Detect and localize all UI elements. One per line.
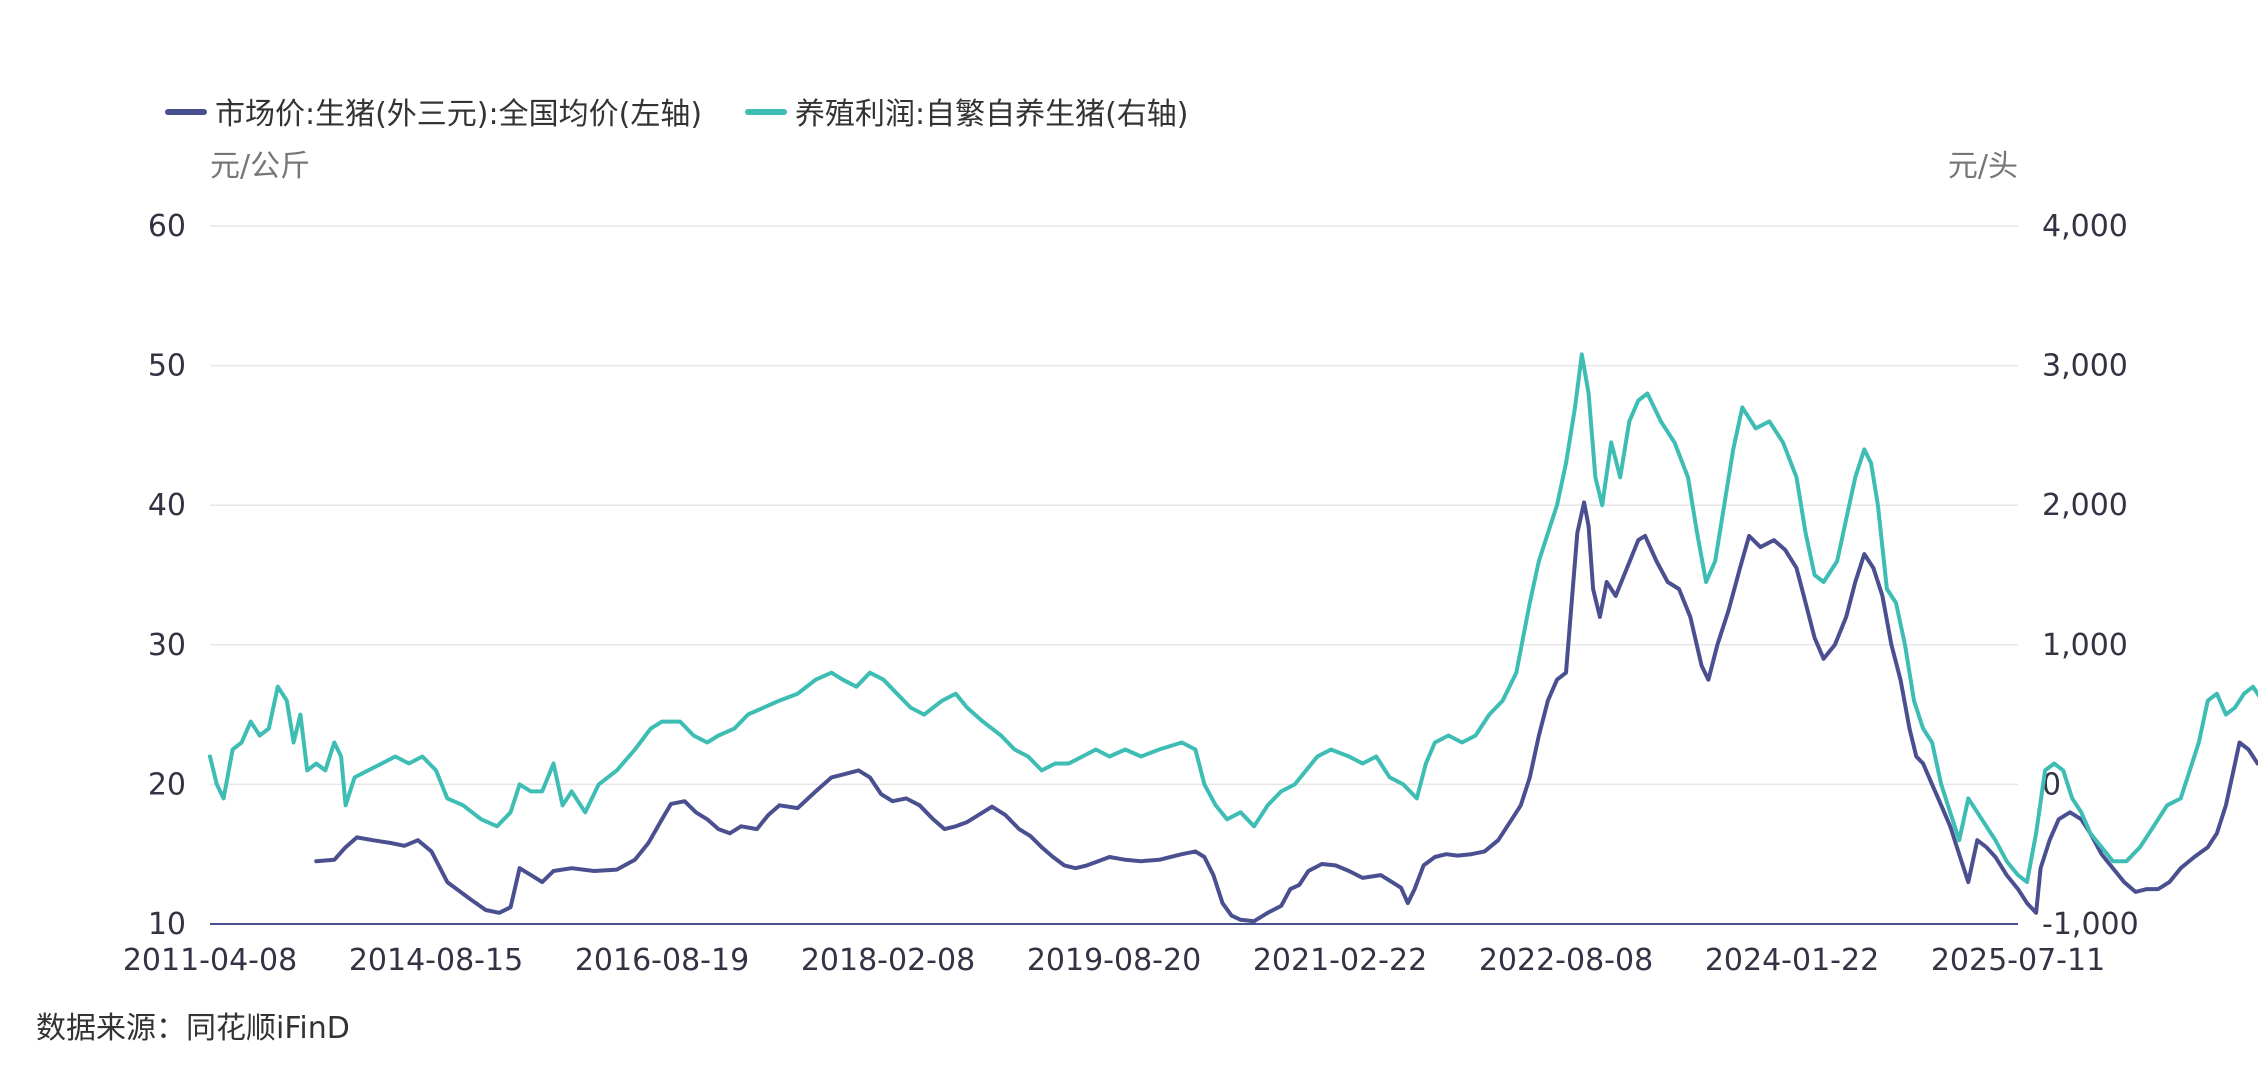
right-tick-label: 0 xyxy=(2042,767,2061,802)
left-axis-unit: 元/公斤 xyxy=(210,149,310,184)
x-tick-label: 2014-08-15 xyxy=(349,943,523,978)
legend-swatch-price xyxy=(165,109,207,115)
right-tick-label: 4,000 xyxy=(2042,209,2128,244)
series-line-profit xyxy=(208,352,2258,885)
left-tick-label: 40 xyxy=(148,488,186,523)
legend: 市场价:生猪(外三元):全国均价(左轴) 养殖利润:自繁自养生猪(右轴) xyxy=(165,97,1189,132)
right-tick-label: 3,000 xyxy=(2042,349,2128,384)
right-tick-label: 2,000 xyxy=(2042,488,2128,523)
legend-label-profit: 养殖利润:自繁自养生猪(右轴) xyxy=(795,97,1189,132)
left-tick-label: 20 xyxy=(148,767,186,802)
series-lines xyxy=(208,352,2258,924)
right-tick-label: 1,000 xyxy=(2042,628,2128,663)
x-tick-label: 2018-02-08 xyxy=(801,943,975,978)
x-tick-label: 2016-08-19 xyxy=(575,943,749,978)
right-tick-label: -1,000 xyxy=(2042,907,2139,942)
left-tick-label: 50 xyxy=(148,349,186,384)
x-tick-label: 2022-08-08 xyxy=(1479,943,1653,978)
x-tick-label: 2021-02-22 xyxy=(1253,943,1427,978)
grid-lines xyxy=(210,225,2018,786)
data-source: 数据来源：同花顺iFinD xyxy=(36,1011,350,1046)
left-tick-label: 60 xyxy=(148,209,186,244)
x-tick-label: 2025-07-11 xyxy=(1931,943,2105,978)
right-axis-unit: 元/头 xyxy=(1948,149,2018,184)
legend-swatch-profit xyxy=(745,109,787,115)
x-tick-label: 2011-04-08 xyxy=(123,943,297,978)
x-tick-label: 2019-08-20 xyxy=(1027,943,1201,978)
left-tick-label: 10 xyxy=(148,907,186,942)
left-tick-label: 30 xyxy=(148,628,186,663)
x-tick-label: 2024-01-22 xyxy=(1705,943,1879,978)
series-line-price xyxy=(314,500,2258,924)
legend-label-price: 市场价:生猪(外三元):全国均价(左轴) xyxy=(215,97,702,132)
